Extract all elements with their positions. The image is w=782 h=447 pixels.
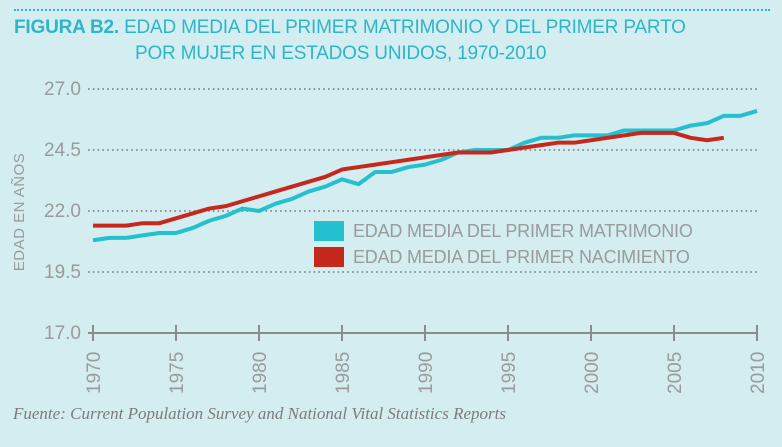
xtick-label: 1990	[416, 352, 437, 394]
ytick-label: 24.5	[44, 140, 81, 161]
ytick-label: 17.0	[44, 323, 81, 344]
legend-swatch-matrimonio	[314, 221, 344, 241]
xtick-label: 2010	[748, 352, 769, 394]
xtick-label: 1975	[167, 352, 188, 394]
figure-number: FIGURA B2.	[14, 17, 119, 38]
legend-item-nacimiento: EDAD MEDIA DEL PRIMER NACIMIENTO	[314, 247, 693, 267]
xtick-label: 1970	[84, 352, 105, 394]
figure-title-text: EDAD MEDIA DEL PRIMER MATRIMONIO Y DEL P…	[124, 17, 686, 38]
xtick-label: 1995	[499, 352, 520, 394]
ytick-label: 22.0	[44, 201, 81, 222]
legend-item-matrimonio: EDAD MEDIA DEL PRIMER MATRIMONIO	[314, 221, 693, 241]
series-line-matrimonio	[92, 109, 758, 243]
top-dotted-rule	[14, 9, 770, 11]
source-note: Fuente: Current Population Survey and Na…	[13, 404, 506, 423]
legend-label-matrimonio: EDAD MEDIA DEL PRIMER MATRIMONIO	[353, 220, 693, 241]
figure-title-line1: FIGURA B2. EDAD MEDIA DEL PRIMER MATRIMO…	[14, 15, 686, 41]
xtick-label: 2000	[582, 352, 603, 394]
legend-swatch-nacimiento	[314, 247, 344, 267]
figure-title: FIGURA B2. EDAD MEDIA DEL PRIMER MATRIMO…	[14, 15, 686, 67]
ytick-label: 19.5	[44, 262, 81, 283]
xtick-label: 2005	[665, 352, 686, 394]
xtick-label: 1985	[333, 352, 354, 394]
xtick-label: 1980	[250, 352, 271, 394]
series-line-nacimiento	[93, 130, 725, 228]
figure-title-line2: POR MUJER EN ESTADOS UNIDOS, 1970-2010	[135, 43, 547, 64]
chart-legend: EDAD MEDIA DEL PRIMER MATRIMONIO EDAD ME…	[314, 221, 693, 267]
legend-label-nacimiento: EDAD MEDIA DEL PRIMER NACIMIENTO	[353, 246, 690, 267]
y-axis-title: EDAD EN AÑOS	[11, 153, 28, 272]
ytick-label: 27.0	[44, 79, 81, 100]
